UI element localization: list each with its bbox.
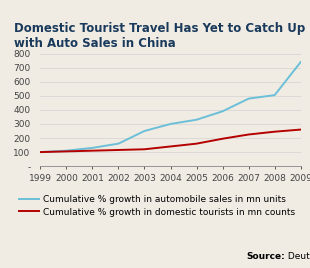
- Text: Deutsche Bank, CEIC: Deutsche Bank, CEIC: [285, 252, 310, 261]
- Legend: Cumulative % growth in automobile sales in mn units, Cumulative % growth in dome: Cumulative % growth in automobile sales …: [19, 195, 295, 217]
- Text: Source:: Source:: [246, 252, 285, 261]
- Text: Domestic Tourist Travel Has Yet to Catch Up
with Auto Sales in China: Domestic Tourist Travel Has Yet to Catch…: [14, 22, 306, 50]
